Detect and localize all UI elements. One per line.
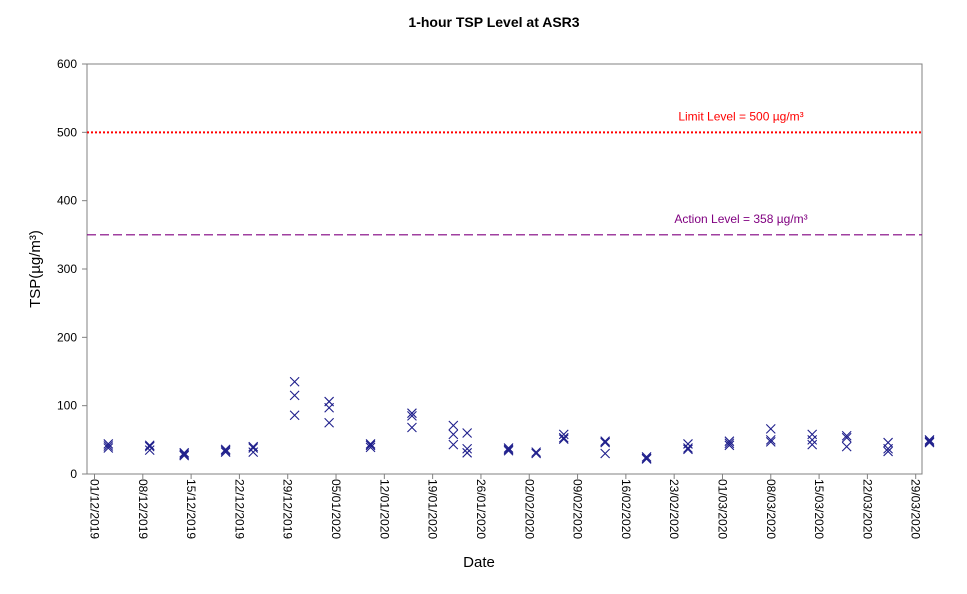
- x-tick-label: 29/03/2020: [909, 479, 923, 539]
- data-point-marker: [924, 436, 935, 447]
- data-point-marker: [503, 444, 514, 455]
- x-tick-label: 15/03/2020: [812, 479, 826, 539]
- reference-line-label: Limit Level = 500 µg/m³: [678, 109, 803, 123]
- x-tick-label: 08/12/2019: [136, 479, 150, 539]
- data-point-marker: [462, 447, 473, 458]
- data-point-marker: [448, 420, 459, 431]
- x-tick-label: 15/12/2019: [184, 479, 198, 539]
- data-point-marker: [220, 445, 231, 456]
- data-point-marker: [558, 434, 569, 445]
- x-tick-label: 16/02/2020: [619, 479, 633, 539]
- data-points: [103, 376, 935, 464]
- data-point-marker: [179, 450, 190, 461]
- data-point-marker: [924, 437, 935, 448]
- data-point-marker: [144, 441, 155, 452]
- y-tick-label: 100: [57, 399, 77, 413]
- x-tick-label: 12/01/2020: [377, 479, 391, 539]
- data-point-marker: [765, 434, 776, 445]
- data-point-marker: [220, 444, 231, 455]
- y-tick-label: 600: [57, 57, 77, 71]
- data-point-marker: [144, 445, 155, 455]
- x-tick-label: 01/03/2020: [715, 479, 729, 539]
- data-point-marker: [407, 422, 417, 433]
- x-tick-label: 01/12/2019: [88, 479, 102, 539]
- data-point-marker: [883, 446, 893, 457]
- data-point-marker: [531, 447, 542, 458]
- x-tick-label: 22/12/2019: [232, 479, 246, 539]
- plot-area: [86, 63, 923, 475]
- data-point-marker: [600, 437, 611, 448]
- data-point-marker: [407, 411, 417, 421]
- data-point-marker: [289, 410, 300, 421]
- x-tick-label: 23/02/2020: [667, 479, 681, 539]
- data-point-marker: [324, 417, 335, 428]
- x-tick-label: 09/02/2020: [571, 479, 585, 539]
- x-tick-label: 19/01/2020: [426, 479, 440, 539]
- data-point-marker: [683, 443, 693, 453]
- data-point-marker: [220, 447, 231, 458]
- data-point-marker: [448, 439, 459, 450]
- y-tick-label: 500: [57, 125, 77, 139]
- data-point-marker: [103, 441, 114, 451]
- data-point-marker: [448, 429, 459, 440]
- data-point-marker: [724, 440, 735, 451]
- reference-lines: Limit Level = 500 µg/m³ Action Level = 35…: [87, 109, 922, 236]
- data-point-marker: [289, 376, 300, 387]
- y-tick-label: 0: [70, 467, 77, 481]
- x-tick-label: 26/01/2020: [474, 479, 488, 539]
- data-point-marker: [724, 436, 735, 447]
- data-point-marker: [365, 440, 376, 451]
- x-tick-label: 05/01/2020: [329, 479, 343, 539]
- data-point-marker: [841, 441, 852, 452]
- x-tick-label: 29/12/2019: [281, 479, 295, 539]
- x-tick-label: 22/03/2020: [860, 479, 874, 539]
- data-point-marker: [883, 443, 893, 454]
- data-point-marker: [365, 439, 376, 449]
- data-point-marker: [462, 428, 473, 438]
- data-point-marker: [841, 432, 852, 443]
- data-point-marker: [289, 390, 300, 401]
- data-point-marker: [724, 438, 735, 449]
- chart-title: 1-hour TSP Level at ASR3: [408, 14, 579, 30]
- y-tick-label: 400: [57, 194, 77, 208]
- data-point-marker: [600, 448, 611, 459]
- data-point-marker: [531, 448, 542, 459]
- data-point-marker: [248, 447, 259, 458]
- data-point-marker: [807, 439, 818, 450]
- data-point-marker: [924, 434, 935, 445]
- data-point-marker: [683, 444, 693, 455]
- data-point-marker: [462, 443, 473, 454]
- x-axis-label: Date: [463, 554, 495, 571]
- data-point-marker: [179, 449, 190, 460]
- data-point-marker: [365, 442, 376, 453]
- data-point-marker: [179, 447, 190, 458]
- data-point-marker: [600, 436, 611, 447]
- x-tick-label: 08/03/2020: [764, 479, 778, 539]
- data-point-marker: [144, 440, 155, 451]
- data-point-marker: [103, 439, 114, 449]
- data-point-marker: [503, 443, 514, 453]
- data-point-marker: [765, 436, 776, 447]
- data-point-marker: [324, 402, 335, 413]
- data-point-marker: [641, 454, 652, 464]
- data-point-marker: [807, 434, 818, 445]
- y-axis-label: TSP(µg/m³): [27, 230, 44, 308]
- reference-line-label: Action Level = 358 µg/m³: [674, 212, 807, 226]
- data-point-marker: [765, 424, 776, 434]
- x-tick-label: 02/02/2020: [522, 479, 536, 539]
- data-point-marker: [503, 445, 514, 456]
- data-point-marker: [558, 432, 569, 443]
- data-point-marker: [558, 429, 569, 440]
- y-axis-ticks: 0 100 200 300 400 500 600: [57, 57, 87, 481]
- x-axis-ticks: 01/12/2019 08/12/2019 15/12/2019 22/12/2019…: [88, 474, 923, 539]
- data-point-marker: [248, 443, 259, 453]
- y-tick-label: 300: [57, 262, 77, 276]
- y-tick-label: 200: [57, 330, 77, 344]
- data-point-marker: [407, 408, 417, 419]
- data-point-marker: [103, 443, 114, 453]
- data-point-marker: [841, 430, 852, 441]
- data-point-marker: [641, 452, 652, 462]
